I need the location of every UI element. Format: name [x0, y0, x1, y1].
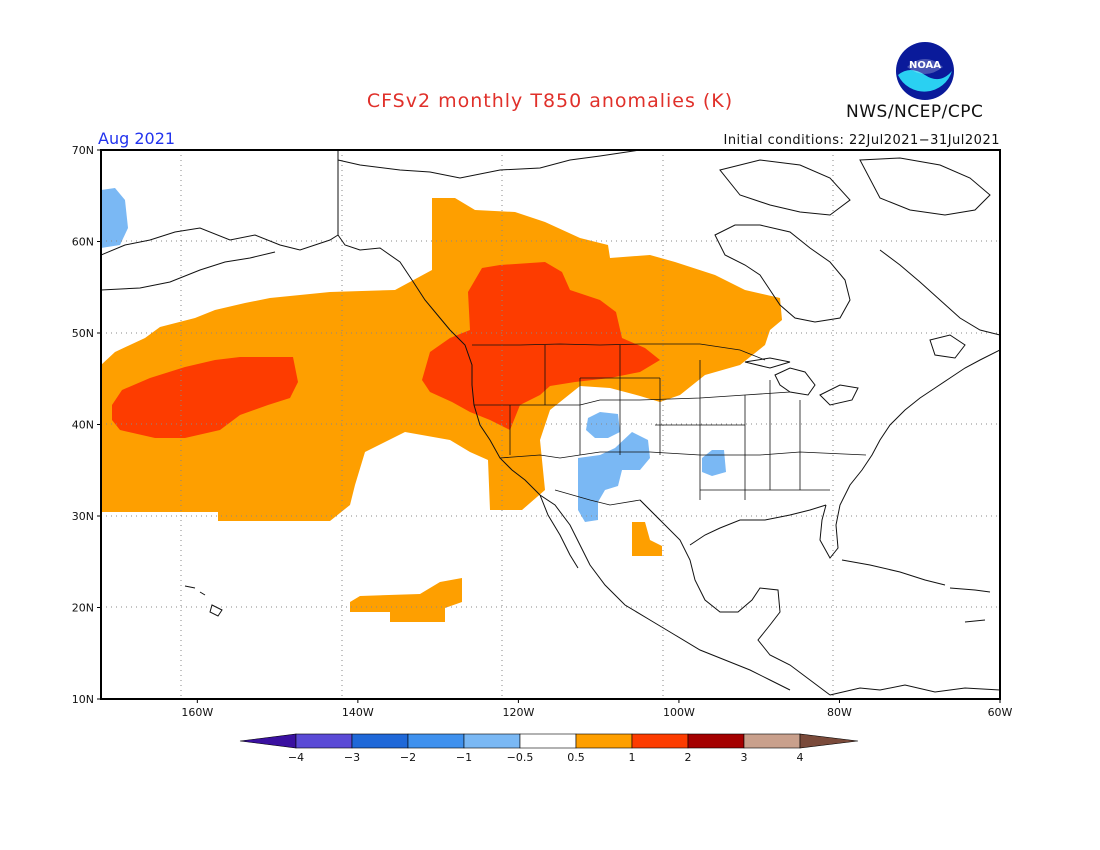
lat-label-50N: 50N: [72, 327, 94, 340]
lat-label-60N: 60N: [72, 236, 94, 249]
lon-label-60W: 60W: [988, 706, 1013, 719]
colorbar-label: −2: [400, 751, 416, 764]
colorbar: −4 −3 −2 −1 −0.5 0.5 1 2 3 4: [239, 733, 859, 764]
longitude-labels: 160W 140W 120W 100W 80W 60W: [181, 699, 1013, 719]
lon-label-80W: 80W: [827, 706, 852, 719]
colorbar-label: 4: [797, 751, 804, 764]
strong-warm-region-pacific: [112, 357, 298, 438]
lat-label-70N: 70N: [72, 144, 94, 157]
colorbar-label: −4: [288, 751, 304, 764]
colorbar-segment: [631, 733, 689, 749]
lat-label-20N: 20N: [72, 602, 94, 615]
lat-label-40N: 40N: [72, 419, 94, 432]
colorbar-extend-low: [239, 733, 297, 749]
lon-label-100W: 100W: [663, 706, 695, 719]
lon-label-120W: 120W: [502, 706, 534, 719]
cool-anomaly-region-fourcorners: [578, 432, 650, 522]
lat-label-10N: 10N: [72, 693, 94, 706]
coastlines: [101, 150, 1000, 696]
colorbar-label: 3: [741, 751, 748, 764]
warm-anomaly-region-subtropical: [350, 578, 462, 622]
organization-label: NWS/NCEP/CPC: [846, 102, 984, 122]
cool-anomaly-region-alaska: [101, 188, 128, 248]
colorbar-label: 2: [685, 751, 692, 764]
lon-label-140W: 140W: [342, 706, 374, 719]
lon-label-160W: 160W: [181, 706, 213, 719]
svg-text:NOAA: NOAA: [909, 60, 941, 71]
colorbar-segment: [295, 733, 353, 749]
cool-anomaly-region-southwest: [586, 412, 620, 438]
noaa-logo: NOAA: [896, 42, 954, 100]
colorbar-label: −0.5: [507, 751, 534, 764]
warm-anomaly-region-sw: [632, 522, 662, 556]
colorbar-segment: [743, 733, 801, 749]
chart-title: CFSv2 monthly T850 anomalies (K): [366, 90, 734, 112]
colorbar-label: 0.5: [567, 751, 585, 764]
colorbar-label: −3: [344, 751, 360, 764]
colorbar-segment: [463, 733, 521, 749]
colorbar-segment: [687, 733, 745, 749]
cool-anomaly-region-plains: [702, 450, 726, 476]
political-borders: [472, 343, 867, 521]
colorbar-extend-high: [799, 733, 859, 749]
strong-warm-region-northwest: [422, 262, 660, 430]
month-label: Aug 2021: [98, 129, 176, 148]
colorbar-segment: [575, 733, 633, 749]
lat-label-30N: 30N: [72, 510, 94, 523]
colorbar-segment: [351, 733, 409, 749]
colorbar-label: −1: [456, 751, 472, 764]
colorbar-segment: [407, 733, 465, 749]
latitude-labels: 70N 60N 50N 40N 30N 20N 10N: [72, 144, 101, 706]
initial-conditions-label: Initial conditions: 22Jul2021−31Jul2021: [723, 133, 1000, 148]
colorbar-label: 1: [629, 751, 636, 764]
colorbar-segment: [519, 733, 577, 749]
